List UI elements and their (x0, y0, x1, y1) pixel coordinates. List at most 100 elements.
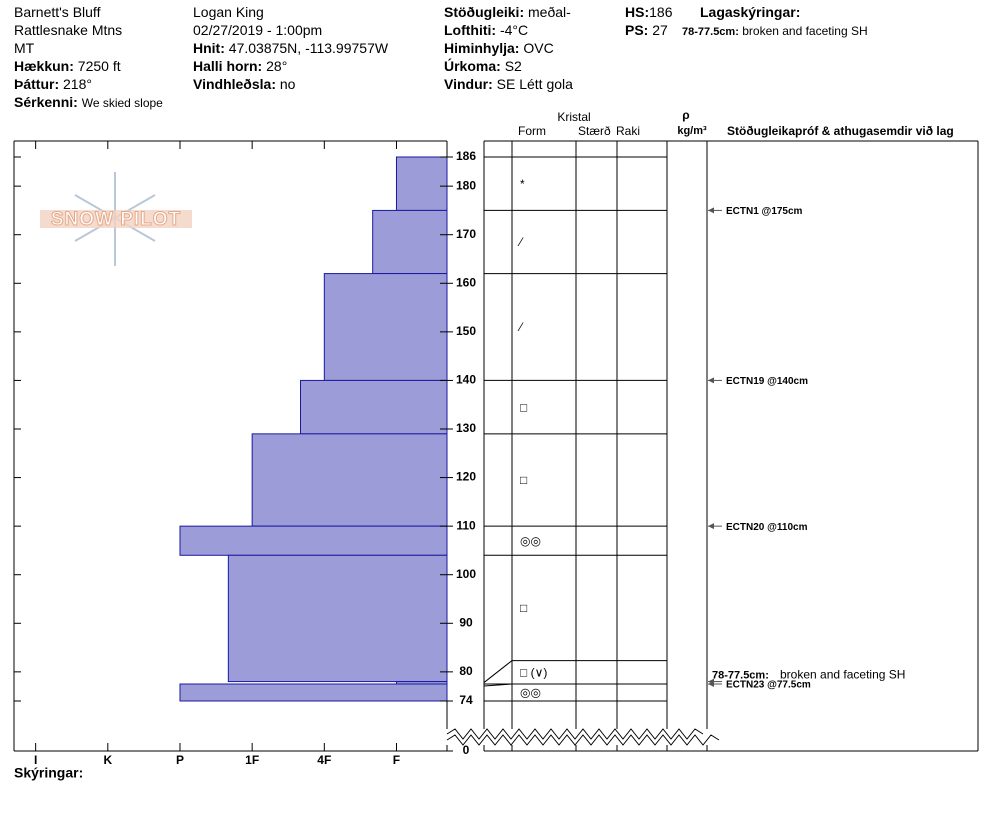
y-tick-label: 170 (456, 227, 476, 241)
label: Úrkoma: (444, 58, 501, 74)
hardness-bar (251, 433, 448, 527)
comment-range: 78-77.5cm: (712, 669, 769, 681)
frame (13, 140, 979, 752)
field: Úrkoma: S2 (444, 58, 522, 74)
value: -4°C (499, 22, 529, 38)
value: We skied slope (81, 96, 163, 110)
value: meðal- (528, 4, 571, 20)
axis-break (446, 734, 720, 746)
label: Halli horn: (193, 58, 263, 74)
col-header: Raki (616, 124, 640, 138)
x-tick-label: K (103, 753, 112, 767)
label: Lofthiti: (444, 22, 497, 38)
test-arrowhead (708, 678, 714, 685)
col-header: Stöðugleikapróf & athugasemdir við lag (727, 124, 954, 138)
col-header: kg/m³ (677, 125, 707, 137)
logo-text: SNOW PILOT (51, 209, 181, 230)
field: Hnit: 47.03875N, -113.99757W (193, 40, 388, 56)
grain-form: □ (520, 601, 527, 615)
text: broken and faceting SH (742, 24, 868, 38)
column-headers: Kristal Form Stærð Raki ρ kg/m³ Stöðugle… (518, 108, 954, 138)
test-arrowhead (708, 207, 714, 214)
x-tick-label: 1F (245, 753, 259, 767)
range: Rattlesnake Mtns (14, 22, 123, 38)
label: Vindur: (444, 76, 493, 92)
grain-form: □ (520, 400, 527, 414)
field: Sérkenni: We skied slope (14, 94, 163, 110)
location: Barnett's Bluff (14, 4, 101, 20)
layer-connector (483, 660, 513, 683)
field: Halli horn: 28° (193, 58, 287, 74)
y-tick-label: 74 (459, 693, 473, 707)
layer-note: 78-77.5cm: broken and faceting SH (682, 24, 868, 38)
field: Himinhylja: OVC (444, 40, 554, 56)
datetime: 02/27/2019 - 1:00pm (193, 22, 323, 38)
value: no (279, 76, 296, 92)
y-tick-label: 0 (463, 743, 470, 757)
value: 186 (649, 4, 673, 20)
field: Þáttur: 218° (14, 76, 92, 92)
label: HS: (625, 4, 650, 20)
label: Þáttur: (14, 76, 60, 92)
label: Sérkenni: (14, 94, 78, 110)
value: 28° (266, 58, 288, 74)
legend-title: Skýringar: (14, 765, 83, 781)
y-tick-label: 130 (456, 421, 476, 435)
axis-break (446, 728, 704, 740)
y-tick-label: 120 (456, 470, 476, 484)
comment-text: broken and faceting SH (780, 668, 905, 682)
value: S2 (504, 58, 522, 74)
label: Lagaskýringar: (700, 4, 801, 20)
y-tick-label: 160 (456, 275, 476, 289)
hardness-bar (227, 554, 448, 683)
grain-form: * (520, 177, 525, 191)
x-tick-label: 4F (317, 753, 331, 767)
x-tick-label: P (176, 753, 184, 767)
field: Lofthiti: -4°C (444, 22, 528, 38)
field: Vindhleðsla: no (193, 76, 295, 92)
label: PS: (625, 22, 649, 38)
layer-notes-title: Lagaskýringar: (700, 4, 800, 20)
label: Hækkun: (14, 58, 74, 74)
y-tick-label: 110 (456, 518, 476, 532)
field: Vindur: SE Létt gola (444, 76, 573, 92)
test-label: ECTN1 @175cm (726, 206, 803, 217)
y-tick-label: 90 (459, 615, 473, 629)
grain-form: ⁄ (517, 320, 524, 334)
x-tick-label: I (34, 753, 37, 767)
x-tick-label: F (393, 753, 400, 767)
logo-band (40, 210, 192, 228)
label: Stöðugleiki: (444, 4, 525, 20)
grain-form: ⁄ (517, 235, 524, 249)
y-tick-label: 150 (456, 324, 476, 338)
col-header: Form (518, 124, 546, 138)
test-label: ECTN19 @140cm (726, 376, 808, 387)
grain-form: ◎◎ (520, 534, 541, 548)
grain-form: □ (∨) (520, 665, 547, 679)
test-arrowhead (708, 377, 714, 384)
grain-form: ◎◎ (520, 686, 541, 700)
value: 7250 ft (77, 58, 121, 74)
value: 47.03875N, -113.99757W (228, 40, 389, 56)
hardness-bar (179, 525, 448, 556)
range: 78-77.5cm: (682, 26, 739, 38)
label: Hnit: (193, 40, 225, 56)
value: OVC (523, 40, 554, 56)
field: HS:186 (625, 4, 672, 20)
test-arrowhead (708, 523, 714, 530)
value: SE Létt gola (496, 76, 573, 92)
y-tick-label: 80 (459, 664, 473, 678)
field: PS: 27 (625, 22, 668, 38)
col-header: Stærð (578, 124, 611, 138)
grain-form: □ (520, 473, 527, 487)
label: Himinhylja: (444, 40, 520, 56)
state: MT (14, 40, 35, 56)
label: Vindhleðsla: (193, 76, 276, 92)
observer: Logan King (193, 4, 264, 20)
col-header: Kristal (557, 110, 590, 124)
value: 218° (63, 76, 92, 92)
hardness-bar (300, 379, 448, 435)
field: Stöðugleiki: meðal- (444, 4, 571, 20)
